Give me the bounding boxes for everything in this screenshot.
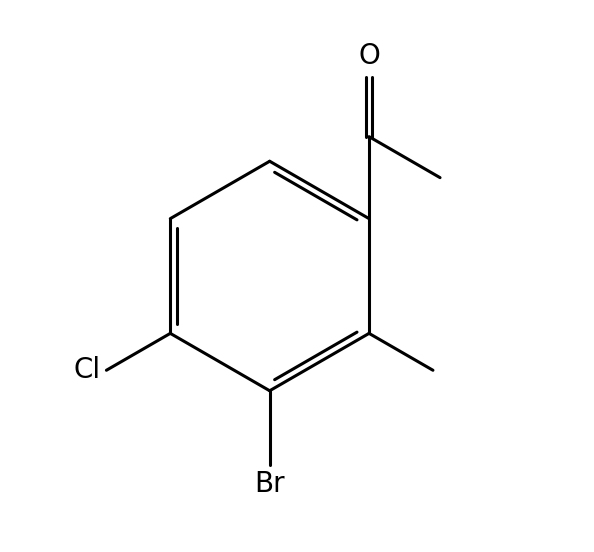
Text: Br: Br: [254, 470, 285, 498]
Text: O: O: [358, 42, 380, 70]
Text: Cl: Cl: [74, 356, 101, 384]
